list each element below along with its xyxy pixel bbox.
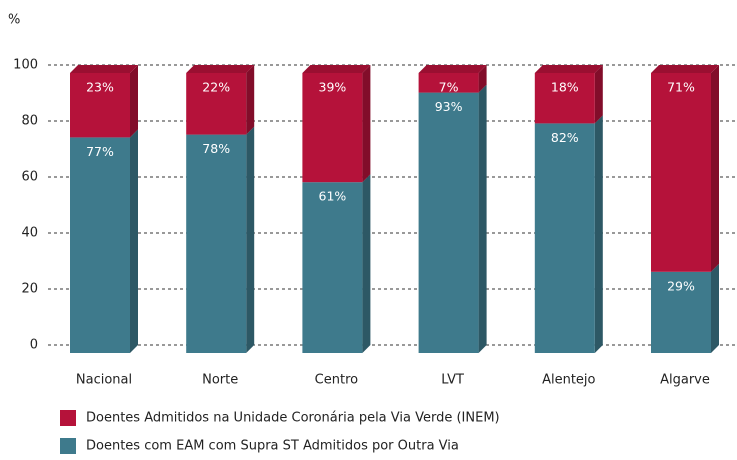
- value-label: 23%: [86, 80, 114, 95]
- value-label: 18%: [551, 80, 579, 95]
- bar-side: [711, 263, 719, 353]
- legend-swatch: [60, 438, 76, 454]
- bar-side: [130, 129, 138, 353]
- bar-side: [594, 115, 603, 354]
- value-label: 39%: [319, 80, 347, 95]
- value-label: 77%: [86, 144, 114, 159]
- y-tick-label: 20: [21, 282, 38, 297]
- x-tick-label: Algarve: [660, 373, 710, 388]
- bar-side: [246, 126, 255, 353]
- y-tick-label: 0: [30, 338, 38, 353]
- y-tick-label: 80: [21, 114, 38, 129]
- y-axis-label: %: [8, 13, 20, 28]
- bar-side: [594, 65, 603, 124]
- bar-top: [534, 65, 603, 73]
- x-tick-label: Nacional: [76, 373, 132, 388]
- bar: [534, 123, 595, 354]
- bar: [651, 271, 711, 353]
- y-tick-label: 100: [13, 58, 38, 73]
- legend-label: Doentes Admitidos na Unidade Coronária p…: [86, 411, 500, 426]
- bar-side: [478, 84, 487, 353]
- x-tick-label: Norte: [202, 373, 238, 388]
- bar-side: [362, 65, 371, 183]
- bar-side: [362, 174, 371, 353]
- bar: [186, 73, 247, 135]
- y-tick-label: 60: [21, 170, 38, 185]
- y-tick-label: 40: [21, 226, 38, 241]
- bar-side: [478, 65, 487, 93]
- bar-side: [246, 65, 255, 135]
- bar: [418, 92, 479, 353]
- bar: [418, 73, 479, 93]
- bar: [70, 73, 130, 138]
- legend-swatch: [60, 410, 76, 426]
- value-label: 61%: [319, 189, 347, 204]
- value-label: 7%: [439, 80, 459, 95]
- bar-top: [186, 65, 255, 73]
- value-label: 78%: [202, 141, 230, 156]
- value-label: 22%: [202, 80, 230, 95]
- value-label: 82%: [551, 130, 579, 145]
- bar-top: [70, 65, 138, 73]
- bar: [651, 73, 711, 272]
- bar: [534, 73, 595, 124]
- x-tick-label: Centro: [315, 373, 358, 388]
- bar: [186, 134, 247, 353]
- bar: [302, 182, 363, 353]
- bar-side: [711, 65, 719, 272]
- value-label: 71%: [667, 80, 695, 95]
- bar-side: [130, 65, 138, 138]
- value-label: 93%: [435, 99, 463, 114]
- x-tick-label: Alentejo: [542, 373, 595, 388]
- bar-top: [302, 65, 371, 73]
- legend-label: Doentes com EAM com Supra ST Admitidos p…: [86, 439, 459, 454]
- x-tick-label: LVT: [441, 373, 464, 388]
- bar-top: [651, 65, 719, 73]
- bar: [70, 137, 130, 353]
- value-label: 29%: [667, 278, 695, 293]
- bar-top: [418, 65, 487, 73]
- bar: [302, 73, 363, 183]
